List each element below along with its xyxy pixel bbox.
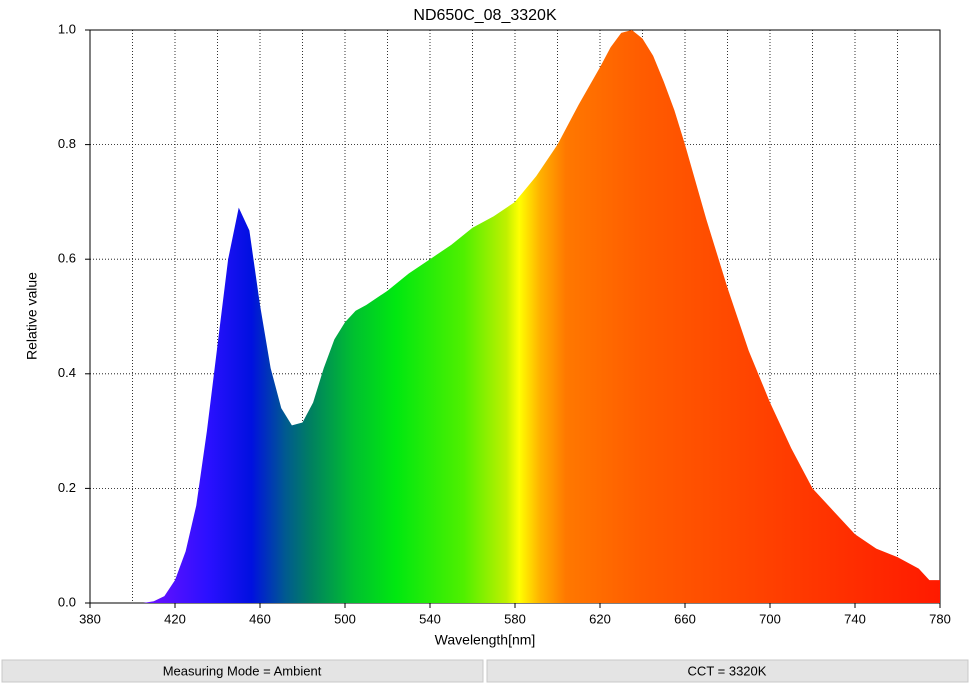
x-tick-label: 580 xyxy=(504,611,526,626)
x-tick-label: 420 xyxy=(164,611,186,626)
x-tick-label: 780 xyxy=(929,611,951,626)
chart-title: ND650C_08_3320K xyxy=(413,7,557,24)
y-tick-label: 0.0 xyxy=(58,594,76,609)
y-tick-label: 0.8 xyxy=(58,136,76,151)
y-axis-label: Relative value xyxy=(24,272,40,360)
x-tick-label: 620 xyxy=(589,611,611,626)
x-tick-label: 460 xyxy=(249,611,271,626)
x-tick-label: 380 xyxy=(79,611,101,626)
x-tick-label: 700 xyxy=(759,611,781,626)
x-tick-label: 660 xyxy=(674,611,696,626)
status-cell xyxy=(1,659,484,683)
y-tick-label: 0.2 xyxy=(58,480,76,495)
y-tick-label: 0.4 xyxy=(58,365,76,380)
y-tick-label: 0.6 xyxy=(58,251,76,266)
x-tick-label: 540 xyxy=(419,611,441,626)
x-tick-label: 500 xyxy=(334,611,356,626)
x-axis-label: Wavelength[nm] xyxy=(435,632,536,648)
status-text: CCT = 3320K xyxy=(688,663,767,678)
status-text: Measuring Mode = Ambient xyxy=(163,663,322,678)
x-tick-label: 740 xyxy=(844,611,866,626)
y-tick-label: 1.0 xyxy=(58,21,76,36)
spectrum-area xyxy=(90,30,940,603)
status-cell xyxy=(486,659,969,683)
